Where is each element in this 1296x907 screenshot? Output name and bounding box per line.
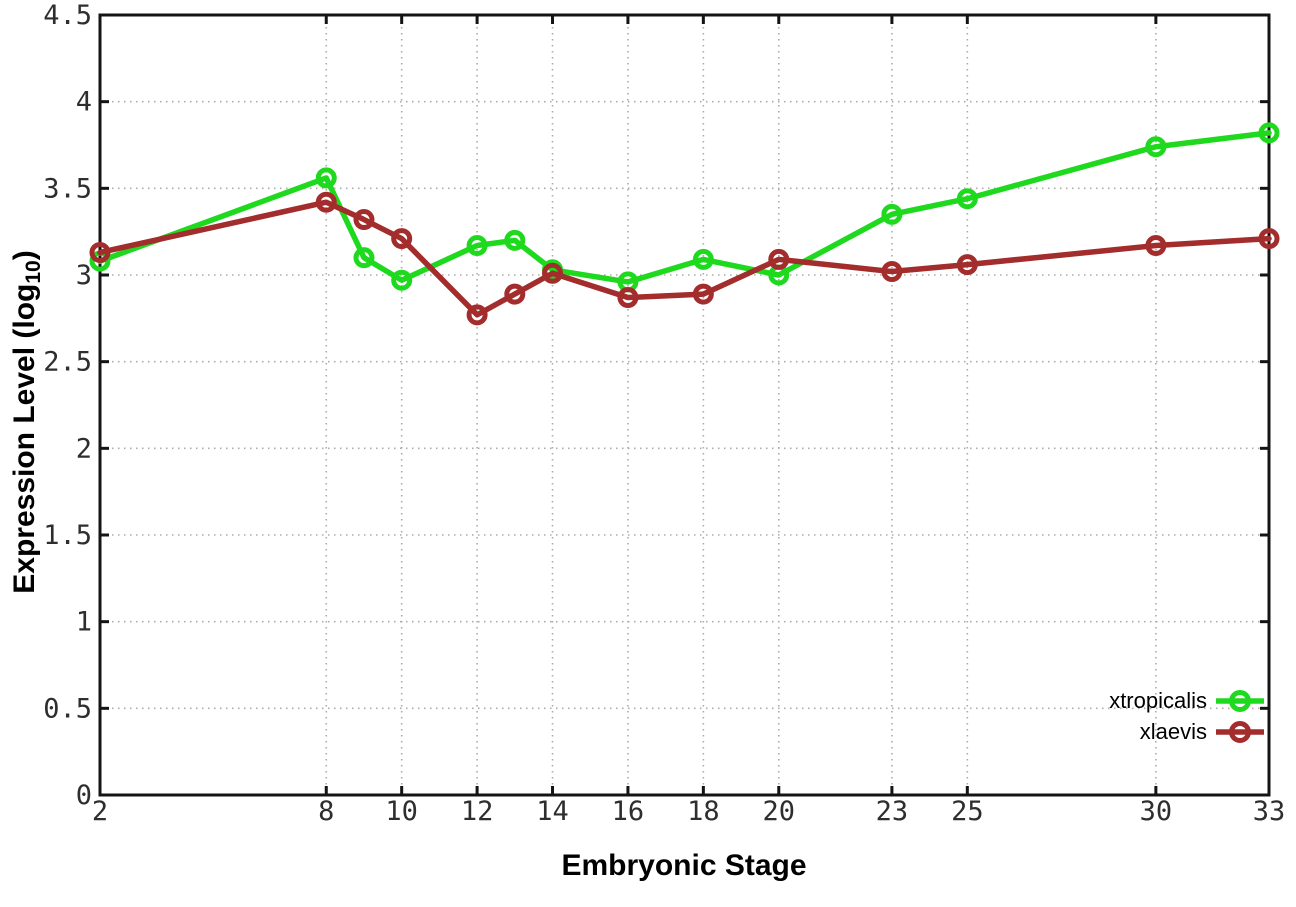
marker-xtropicalis-stage-30: [1145, 136, 1167, 158]
marker-xlaevis-stage-9: [353, 209, 375, 231]
y-tick-label-1: 1: [76, 607, 92, 638]
x-tick-label-18: 18: [687, 796, 720, 827]
x-tick-label-20: 20: [763, 796, 796, 827]
y-tick-label-0: 0: [76, 780, 92, 811]
marker-xtropicalis-stage-23: [881, 203, 903, 225]
y-tick-label-1.5: 1.5: [43, 520, 92, 551]
marker-xlaevis-stage-10: [391, 228, 413, 250]
x-tick-label-30: 30: [1140, 796, 1173, 827]
x-tick-label-12: 12: [461, 796, 494, 827]
marker-xlaevis-stage-2: [89, 241, 111, 263]
marker-xtropicalis-stage-18: [692, 248, 714, 270]
x-tick-label-33: 33: [1253, 796, 1286, 827]
x-tick-label-25: 25: [951, 796, 984, 827]
marker-xlaevis-stage-25: [956, 254, 978, 276]
marker-xtropicalis-stage-8: [315, 167, 337, 189]
marker-xlaevis-stage-14: [542, 262, 564, 284]
legend-marker-xlaevis-icon: [1216, 721, 1264, 743]
marker-xlaevis-stage-23: [881, 261, 903, 283]
marker-xlaevis-stage-16: [617, 287, 639, 309]
legend: xtropicalis xlaevis: [1109, 686, 1264, 747]
y-axis-title-close: ): [7, 250, 41, 261]
marker-xlaevis-stage-30: [1145, 235, 1167, 257]
y-tick-label-3.5: 3.5: [43, 173, 92, 204]
y-axis-title: Expression Level (log10): [8, 250, 46, 593]
legend-label-xlaevis: xlaevis: [1139, 719, 1207, 744]
x-tick-label-8: 8: [318, 796, 334, 827]
x-tick-label-2: 2: [92, 796, 108, 827]
marker-xtropicalis-stage-13: [504, 229, 526, 251]
y-tick-label-4.5: 4.5: [43, 0, 92, 31]
series-line-xtropicalis: [97, 130, 1272, 285]
legend-marker-xtropicalis-icon: [1216, 690, 1264, 712]
x-axis-title: Embryonic Stage: [561, 849, 807, 882]
x-tick-label-23: 23: [876, 796, 909, 827]
y-tick-label-2.5: 2.5: [43, 347, 92, 378]
y-tick-label-3: 3: [76, 260, 92, 291]
y-axis-title-subscript: 10: [22, 260, 46, 284]
legend-item-xtropicalis: xtropicalis: [1109, 686, 1264, 716]
marker-xtropicalis-stage-10: [391, 269, 413, 291]
y-tick-label-0.5: 0.5: [43, 693, 92, 724]
marker-xlaevis-stage-20: [768, 248, 790, 270]
marker-xtropicalis-stage-25: [956, 188, 978, 210]
y-tick-label-4: 4: [76, 87, 92, 118]
x-tick-label-10: 10: [385, 796, 418, 827]
legend-label-xtropicalis: xtropicalis: [1109, 688, 1207, 713]
marker-xtropicalis-stage-12: [466, 235, 488, 257]
series-line-xlaevis: [97, 199, 1272, 318]
x-tick-label-14: 14: [536, 796, 569, 827]
marker-xlaevis-stage-8: [315, 191, 337, 213]
marker-xlaevis-stage-12: [466, 304, 488, 326]
legend-item-xlaevis: xlaevis: [1109, 717, 1264, 747]
y-tick-label-2: 2: [76, 433, 92, 464]
marker-xtropicalis-stage-9: [353, 247, 375, 269]
marker-xlaevis-stage-33: [1258, 228, 1280, 250]
marker-xlaevis-stage-13: [504, 283, 526, 305]
marker-xlaevis-stage-18: [692, 283, 714, 305]
marker-xtropicalis-stage-33: [1258, 122, 1280, 144]
y-axis-title-text: Expression Level (log: [7, 283, 41, 594]
plot-border: [98, 13, 1271, 797]
x-tick-label-16: 16: [612, 796, 645, 827]
